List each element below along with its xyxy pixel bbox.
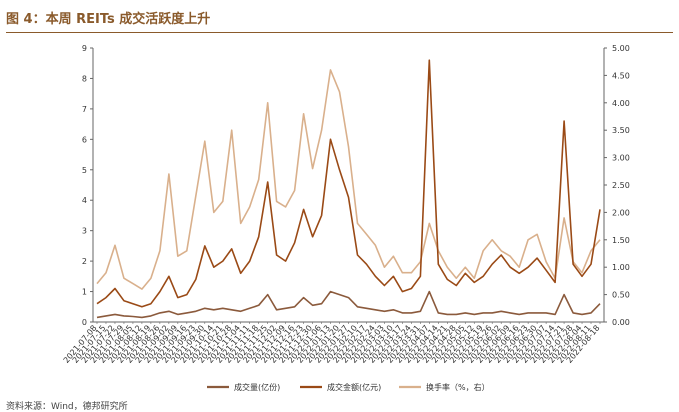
y-right-tick-label: 5.00 — [612, 44, 630, 53]
y-left-tick-label: 4 — [82, 196, 87, 205]
y-left-tick-label: 8 — [82, 74, 87, 83]
y-right-tick-label: 4.50 — [612, 71, 630, 80]
legend-label: 成交量(亿份) — [234, 382, 280, 392]
figure-title: 图 4：本周 REITs 成交活跃度上升 — [6, 12, 211, 27]
y-left-tick-label: 2 — [82, 257, 87, 266]
series-layer — [96, 59, 601, 319]
y-left-tick-label: 6 — [82, 135, 87, 144]
y-right-tick-label: 4.00 — [612, 99, 630, 108]
legend-label: 换手率（%，右） — [426, 382, 490, 392]
y-right-tick-label: 0.50 — [612, 291, 630, 300]
chart-area: 0 1 2 3 4 5 6 7 8 9 0.00 0.50 1.00 1.50 2.00 2.50 3.00 3.… — [62, 44, 630, 392]
y-left-tick-label: 5 — [82, 166, 87, 175]
y-right-tick-label: 2.00 — [612, 208, 630, 217]
legend-label: 成交金额(亿元) — [327, 382, 381, 392]
y-right-tick-label: 1.00 — [612, 263, 630, 272]
y-left-tick-label: 1 — [82, 288, 87, 297]
y-right-tick-label: 3.50 — [612, 126, 630, 135]
source-note: 资料来源：Wind，德邦研究所 — [6, 402, 128, 412]
y-left-tick-label: 3 — [82, 227, 87, 236]
legend: 成交量(亿份) 成交金额(亿元) 换手率（%，右） — [207, 382, 490, 392]
series-line-right — [96, 69, 601, 290]
y-right-tick-label: 3.00 — [612, 154, 630, 163]
y-right-tick-label: 1.50 — [612, 236, 630, 245]
y-left-tick-label: 7 — [82, 105, 87, 114]
y-right-tick-label: 2.50 — [612, 181, 630, 190]
series-line-left — [96, 290, 601, 319]
axes: 0 1 2 3 4 5 6 7 8 9 0.00 0.50 1.00 1.50 2.00 2.50 3.00 3.… — [62, 44, 630, 365]
y-right-tick-label: 0.00 — [612, 318, 630, 327]
y-left-tick-label: 0 — [82, 318, 87, 327]
title-divider — [6, 32, 673, 33]
series-line-left — [96, 59, 601, 308]
y-left-tick-label: 9 — [82, 44, 87, 53]
